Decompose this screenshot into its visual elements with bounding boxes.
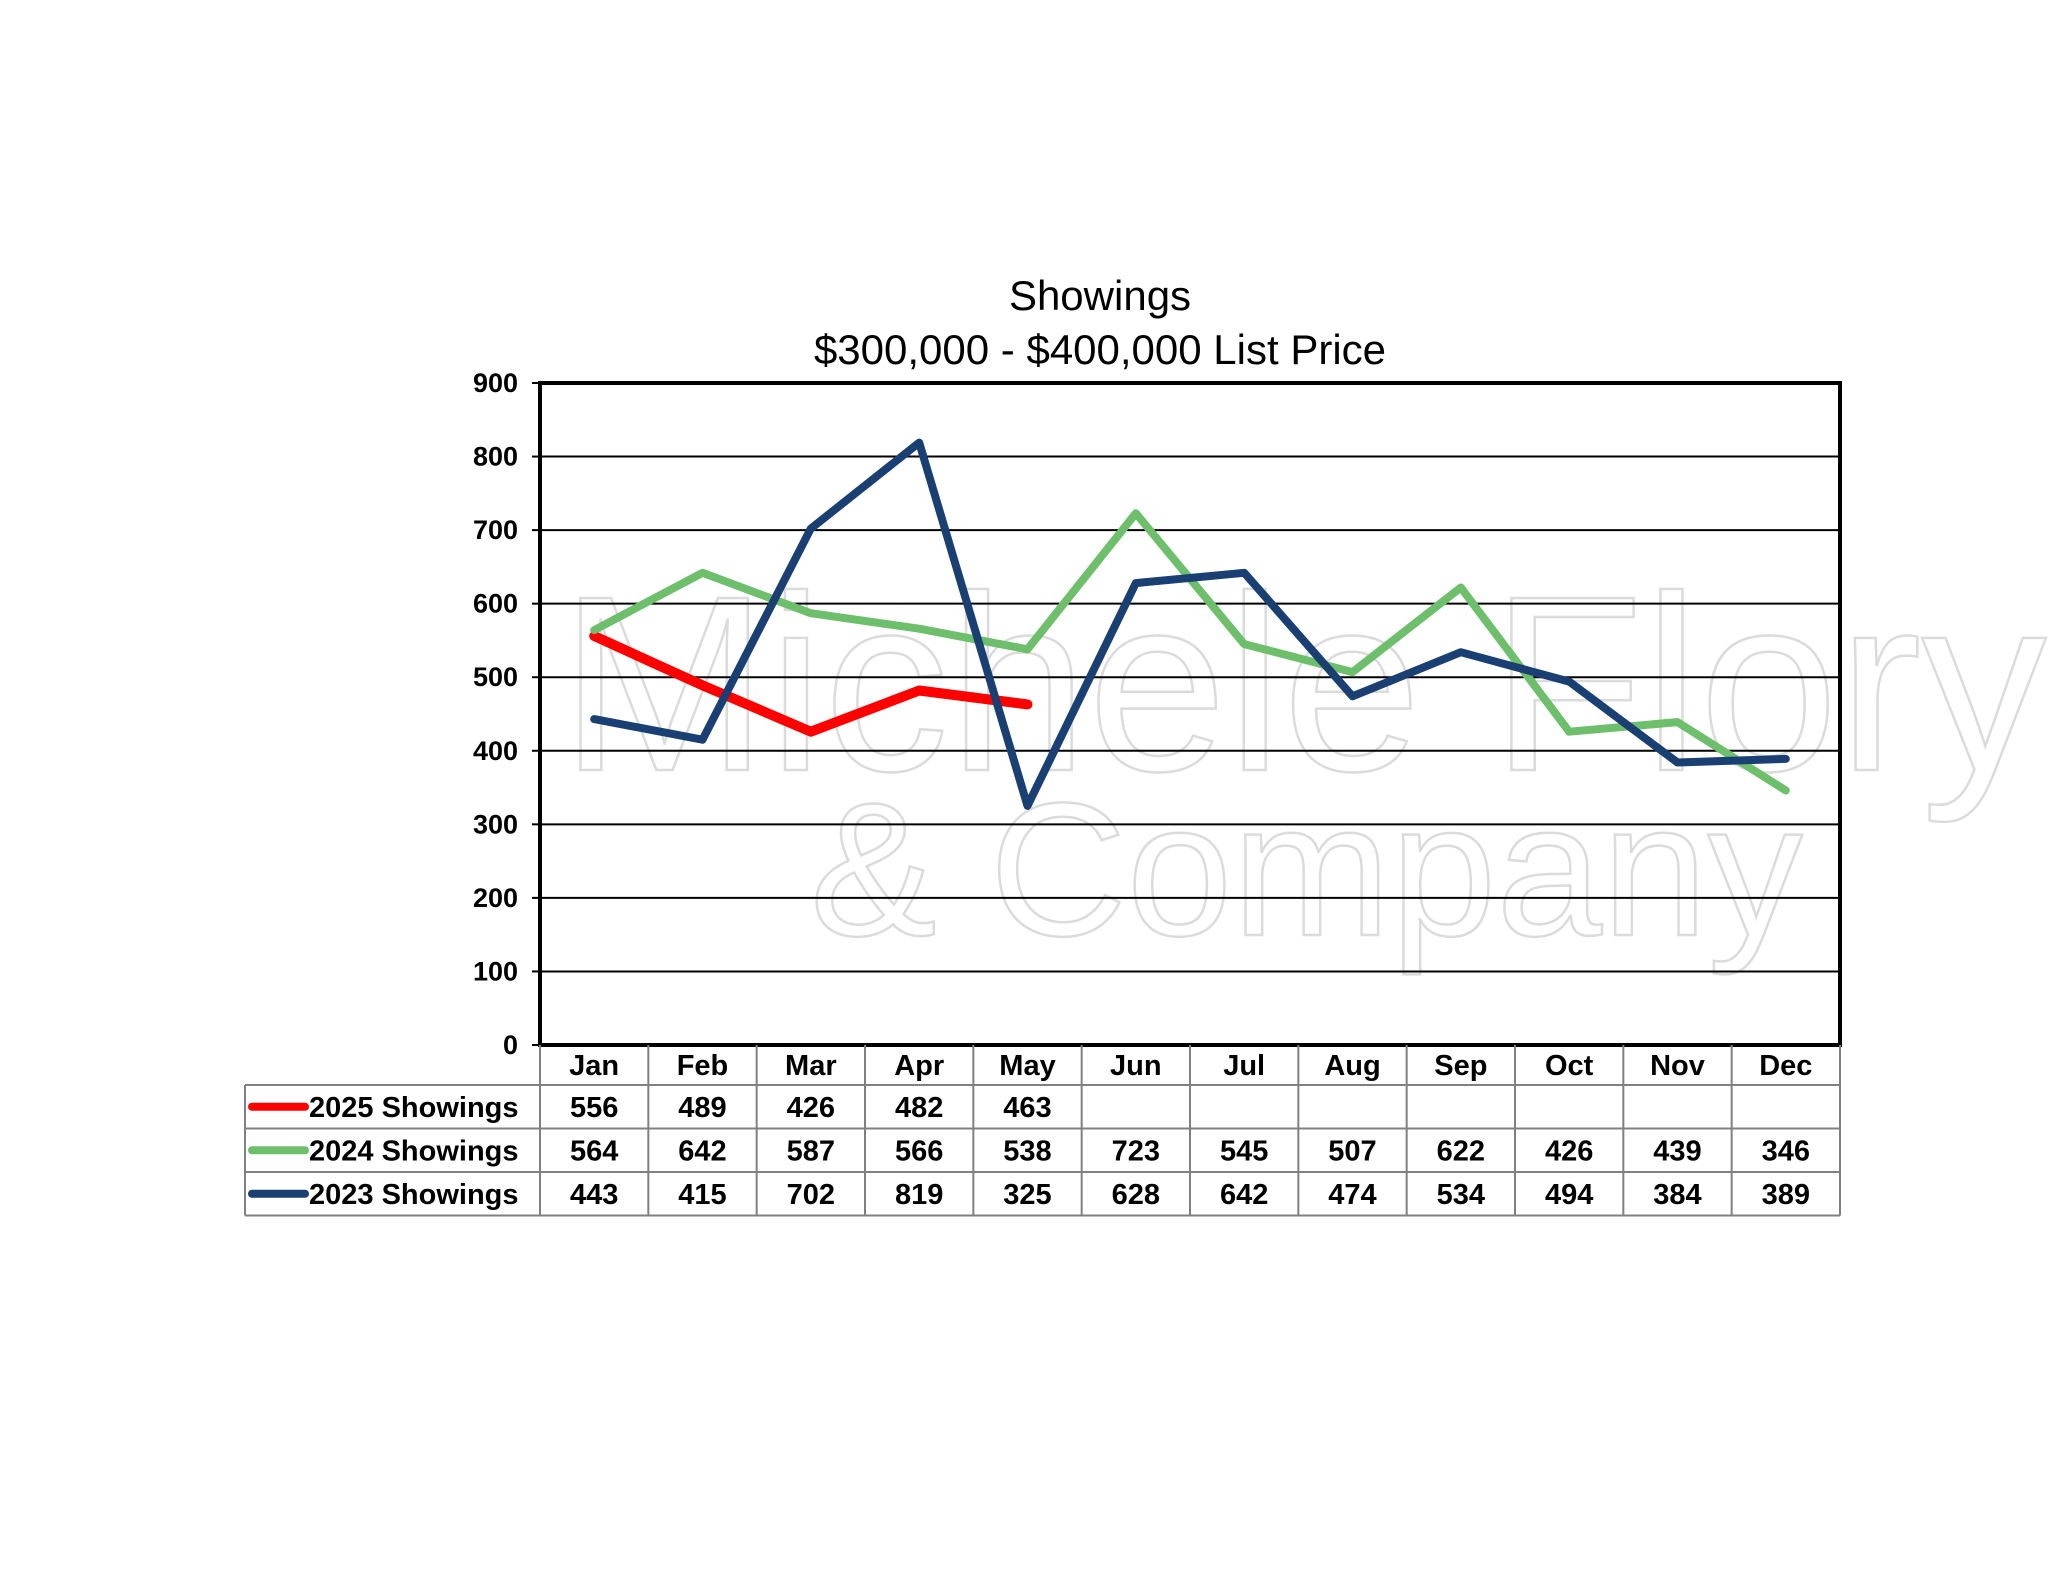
- data-label: 622: [1437, 1135, 1485, 1167]
- data-label: 642: [678, 1135, 726, 1167]
- data-label: 566: [895, 1135, 943, 1167]
- chart-title: Showings: [1009, 272, 1191, 319]
- x-tick-label: Jan: [569, 1050, 619, 1082]
- data-label: 384: [1653, 1179, 1701, 1211]
- chart-subtitle: $300,000 - $400,000 List Price: [814, 326, 1386, 373]
- legend-label: 2023 Showings: [309, 1179, 519, 1211]
- data-label: 482: [895, 1092, 943, 1124]
- data-label: 628: [1112, 1179, 1160, 1211]
- data-label: 489: [678, 1092, 726, 1124]
- x-tick-label: Mar: [785, 1050, 837, 1082]
- data-label: 415: [678, 1179, 726, 1211]
- data-label: 564: [570, 1135, 618, 1167]
- x-tick-label: Nov: [1650, 1050, 1705, 1082]
- x-tick-label: Aug: [1324, 1050, 1380, 1082]
- data-label: 819: [895, 1179, 943, 1211]
- data-label: 443: [570, 1179, 618, 1211]
- data-label: 587: [787, 1135, 835, 1167]
- data-label: 439: [1653, 1135, 1701, 1167]
- y-tick-label: 0: [503, 1030, 518, 1060]
- y-tick-label: 600: [473, 589, 518, 619]
- x-tick-label: Jun: [1110, 1050, 1162, 1082]
- y-tick-label: 300: [473, 809, 518, 839]
- x-tick-label: Dec: [1759, 1050, 1812, 1082]
- data-label: 463: [1003, 1092, 1051, 1124]
- legend-label: 2024 Showings: [309, 1135, 519, 1167]
- x-tick-label: Oct: [1545, 1050, 1594, 1082]
- watermark-line1: Michele Flory: [560, 544, 2046, 823]
- y-tick-label: 200: [473, 883, 518, 913]
- data-label: 494: [1545, 1179, 1593, 1211]
- data-label: 642: [1220, 1179, 1268, 1211]
- watermark: Michele Flory & Company: [559, 543, 2048, 978]
- series-line-2025: [589, 631, 1033, 737]
- y-tick-label: 800: [473, 442, 518, 472]
- data-label: 545: [1220, 1135, 1268, 1167]
- data-label: 346: [1762, 1135, 1810, 1167]
- y-tick-label: 400: [473, 736, 518, 766]
- legend-label: 2025 Showings: [309, 1092, 519, 1124]
- data-label: 534: [1437, 1179, 1485, 1211]
- x-tick-label: May: [999, 1050, 1055, 1082]
- data-label: 556: [570, 1092, 618, 1124]
- data-label: 426: [1545, 1135, 1593, 1167]
- data-label: 507: [1328, 1135, 1376, 1167]
- y-tick-label: 900: [473, 368, 518, 398]
- series-line-2023: [590, 438, 1790, 810]
- data-table: Jan Feb Mar Apr May Jun Jul Aug Sep Oct Nov Dec 2025…: [244, 1045, 1841, 1217]
- x-tick-label: Sep: [1434, 1050, 1487, 1082]
- gridlines: [540, 455, 1840, 973]
- data-label: 723: [1112, 1135, 1160, 1167]
- y-tick-label: 700: [473, 515, 518, 545]
- data-label: 538: [1003, 1135, 1051, 1167]
- data-label: 702: [787, 1179, 835, 1211]
- series-lines: [589, 438, 1790, 810]
- data-label: 325: [1003, 1179, 1051, 1211]
- y-tick-label: 500: [473, 662, 518, 692]
- x-tick-label: Jul: [1223, 1050, 1265, 1082]
- watermark-line2: & Company: [810, 764, 1803, 976]
- data-label: 426: [787, 1092, 835, 1124]
- data-label: 474: [1328, 1179, 1376, 1211]
- y-axis-ticks: 0 100 200 300 400 500 600 700 800 900: [473, 368, 540, 1060]
- x-tick-label: Feb: [677, 1050, 729, 1082]
- x-tick-label: Apr: [894, 1050, 944, 1082]
- data-label: 389: [1762, 1179, 1810, 1211]
- y-tick-label: 100: [473, 956, 518, 986]
